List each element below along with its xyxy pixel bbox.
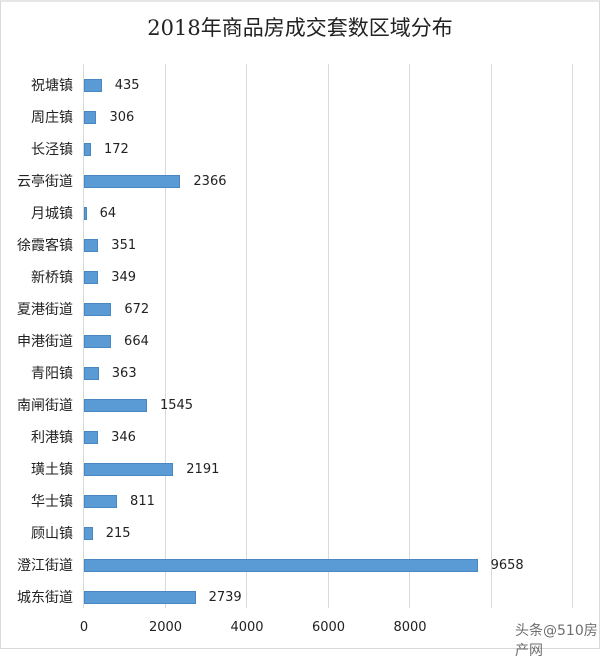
value-label: 215 — [105, 525, 131, 541]
bar — [84, 527, 93, 540]
category-label: 利港镇 — [31, 429, 73, 446]
category-label: 新桥镇 — [31, 269, 73, 286]
value-label: 811 — [130, 493, 155, 509]
x-tick-label: 4000 — [230, 620, 264, 635]
value-label: 306 — [109, 109, 135, 125]
category-label: 徐霞客镇 — [17, 237, 73, 254]
x-tick-label: 8000 — [393, 620, 427, 635]
bar — [84, 495, 118, 508]
bar — [84, 463, 174, 476]
bar — [84, 143, 91, 156]
value-label: 435 — [114, 77, 140, 93]
value-label: 172 — [104, 141, 129, 157]
value-label: 2191 — [186, 461, 220, 477]
category-label: 长泾镇 — [31, 141, 73, 158]
gridline — [572, 64, 573, 608]
category-label: 青阳镇 — [31, 365, 73, 382]
value-label: 363 — [111, 365, 137, 381]
value-label: 9658 — [490, 557, 524, 573]
value-label: 2739 — [208, 589, 242, 605]
category-label: 周庄镇 — [31, 109, 73, 126]
gridline — [83, 64, 84, 608]
bar — [84, 431, 99, 444]
category-label: 申港街道 — [17, 333, 73, 350]
gridline — [246, 64, 247, 608]
bar — [84, 79, 102, 92]
gridline — [409, 64, 410, 608]
category-label: 顾山镇 — [31, 525, 73, 542]
chart-title: 2018年商品房成交套数区域分布 — [147, 16, 453, 40]
bar — [84, 591, 196, 604]
category-label: 夏港街道 — [17, 301, 73, 318]
bar — [84, 239, 99, 252]
bar — [84, 399, 147, 412]
bar — [84, 271, 99, 284]
bar — [84, 559, 478, 572]
watermark: 头条@510房产网 — [515, 623, 598, 659]
bar — [84, 367, 99, 380]
value-label: 1545 — [159, 397, 194, 413]
gridline — [490, 64, 492, 608]
bar — [84, 335, 112, 348]
value-label: 664 — [124, 333, 149, 349]
value-label: 64 — [99, 205, 117, 221]
bar — [84, 111, 97, 124]
value-label: 2366 — [193, 173, 227, 189]
category-label: 澄江街道 — [17, 557, 73, 574]
value-label: 672 — [124, 301, 150, 317]
bar — [84, 207, 87, 220]
category-label: 璜土镇 — [31, 461, 73, 478]
value-label: 349 — [111, 269, 137, 285]
bar — [84, 175, 181, 188]
category-label: 祝塘镇 — [31, 77, 73, 94]
category-label: 月城镇 — [31, 205, 73, 222]
category-label: 华士镇 — [31, 493, 73, 510]
category-label: 云亭街道 — [17, 173, 73, 190]
gridline — [327, 64, 329, 608]
value-label: 351 — [111, 237, 137, 253]
x-tick-label: 6000 — [311, 620, 346, 635]
value-label: 346 — [111, 429, 136, 445]
bar — [84, 303, 112, 316]
category-label: 南闸街道 — [17, 397, 73, 414]
gridline — [164, 64, 166, 608]
x-tick-label: 2000 — [148, 620, 183, 635]
category-label: 城东街道 — [17, 589, 73, 606]
x-tick-label: 0 — [79, 620, 89, 635]
